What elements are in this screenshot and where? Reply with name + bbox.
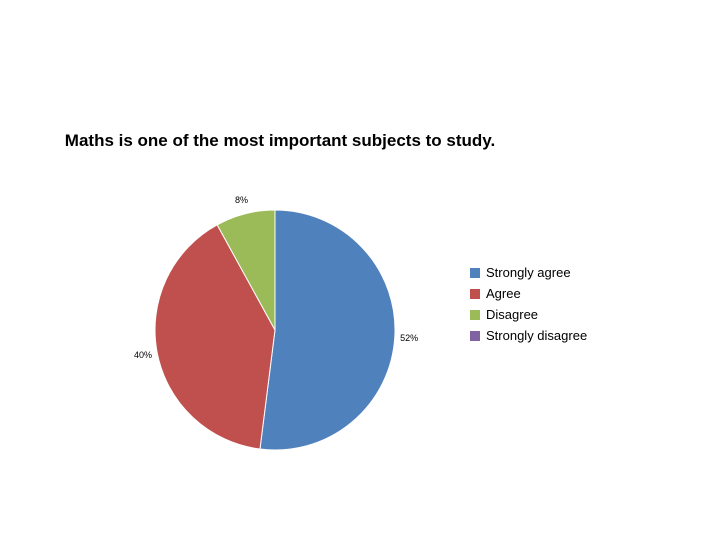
legend-item-strongly-disagree: Strongly disagree [470, 328, 587, 343]
legend-item-agree: Agree [470, 286, 587, 301]
chart-area: Maths is one of the most important subje… [0, 0, 720, 540]
slice-percent-label: 52% [400, 333, 418, 343]
legend-label-strongly-agree: Strongly agree [486, 265, 571, 280]
slice-percent-label: 40% [134, 350, 152, 360]
legend-item-disagree: Disagree [470, 307, 587, 322]
slice-percent-label: 8% [235, 195, 248, 205]
chart-title: Maths is one of the most important subje… [0, 130, 560, 151]
legend-label-agree: Agree [486, 286, 521, 301]
legend-swatch-agree [470, 289, 480, 299]
legend-swatch-disagree [470, 310, 480, 320]
pie-chart [155, 210, 395, 450]
legend-swatch-strongly-agree [470, 268, 480, 278]
pie-slice [260, 210, 395, 450]
legend-label-disagree: Disagree [486, 307, 538, 322]
pie-svg [155, 210, 395, 450]
legend: Strongly agree Agree Disagree Strongly d… [470, 265, 587, 343]
legend-item-strongly-agree: Strongly agree [470, 265, 587, 280]
legend-swatch-strongly-disagree [470, 331, 480, 341]
legend-label-strongly-disagree: Strongly disagree [486, 328, 587, 343]
